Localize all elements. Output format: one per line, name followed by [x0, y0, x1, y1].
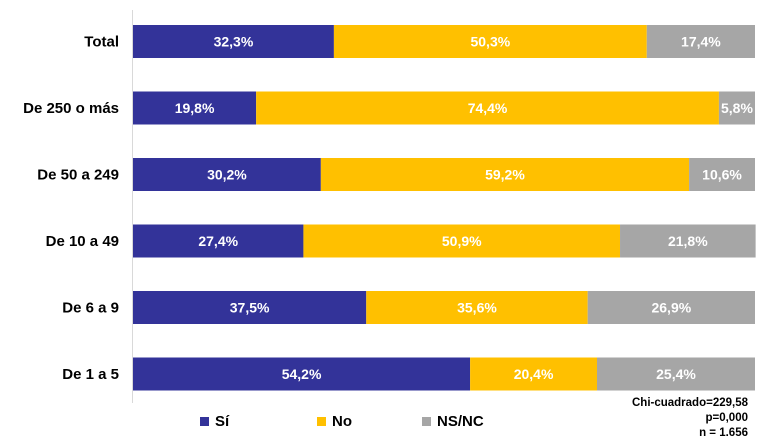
legend-label-si: Sí	[215, 413, 230, 430]
legend-swatch-no	[317, 417, 326, 426]
bar-de-10-a-49-s	[133, 224, 304, 258]
legend-label-nsnc: NS/NC	[437, 413, 484, 430]
data-label-de-10-a-49-nsnc: 21,8%	[668, 233, 708, 249]
data-label-de-50-a-249-s: 30,2%	[207, 167, 247, 183]
legend-swatch-si	[200, 417, 209, 426]
statistics-note: Chi-cuadrado=229,58 p=0,000 n = 1.656	[632, 396, 748, 441]
category-label-de-50-a-249: De 50 a 249	[37, 167, 119, 184]
bar-de-6-a-9-no	[366, 291, 588, 324]
data-label-de-50-a-249-no: 59,2%	[485, 167, 525, 183]
data-label-de-50-a-249-nsnc: 10,6%	[702, 167, 742, 183]
bar-de-50-a-249-nsnc	[689, 158, 755, 191]
data-label-de-6-a-9-no: 35,6%	[457, 300, 497, 316]
bar-de-1-a-5-nsnc	[597, 357, 755, 391]
data-label-de-1-a-5-no: 20,4%	[514, 366, 554, 382]
legend-swatch-nsnc	[422, 417, 431, 426]
data-label-de-10-a-49-no: 50,9%	[442, 233, 482, 249]
bar-de-10-a-49-nsnc	[620, 224, 756, 258]
bar-total-no	[333, 25, 647, 58]
data-label-total-nsnc: 17,4%	[681, 34, 721, 50]
legend: Sí No NS/NC	[200, 413, 484, 430]
bar-de-10-a-49-no	[303, 224, 621, 258]
bar-de-1-a-5-s	[133, 357, 471, 391]
data-label-de-10-a-49-s: 27,4%	[198, 233, 238, 249]
bar-de-250-o-m-s-nsnc	[718, 91, 755, 125]
category-label-de-10-a-49: De 10 a 49	[46, 233, 119, 250]
legend-label-no: No	[332, 413, 352, 430]
data-label-de-1-a-5-s: 54,2%	[282, 366, 322, 382]
legend-item-si: Sí	[200, 413, 317, 430]
data-label-de-6-a-9-nsnc: 26,9%	[651, 300, 691, 316]
data-label-total-no: 50,3%	[470, 34, 510, 50]
legend-item-no: No	[317, 413, 422, 430]
bar-total-s	[133, 25, 334, 58]
data-label-de-250-o-m-s-no: 74,4%	[468, 100, 508, 116]
bar-de-50-a-249-s	[133, 158, 321, 191]
sample-size-text: n = 1.656	[699, 427, 748, 439]
bar-de-50-a-249-no	[320, 158, 690, 191]
bar-de-6-a-9-s	[133, 291, 367, 324]
legend-item-nsnc: NS/NC	[422, 413, 484, 430]
data-label-de-250-o-m-s-nsnc: 5,8%	[721, 100, 753, 116]
bar-de-250-o-m-s-s	[133, 91, 257, 125]
category-label-total: Total	[84, 34, 119, 51]
category-label-de-1-a-5: De 1 a 5	[62, 366, 119, 383]
data-label-total-s: 32,3%	[214, 34, 254, 50]
data-label-de-6-a-9-s: 37,5%	[230, 300, 270, 316]
bar-de-250-o-m-s-no	[256, 91, 719, 125]
category-label-de-6-a-9: De 6 a 9	[62, 300, 119, 317]
category-label-de-250-o-m-s: De 250 o más	[23, 100, 119, 117]
bar-de-1-a-5-no	[470, 357, 598, 391]
bar-de-6-a-9-nsnc	[587, 291, 755, 324]
bar-total-nsnc	[646, 25, 755, 58]
data-label-de-250-o-m-s-s: 19,8%	[175, 100, 215, 116]
p-value-text: p=0,000	[705, 412, 748, 424]
data-label-de-1-a-5-nsnc: 25,4%	[656, 366, 696, 382]
chi-square-text: Chi-cuadrado=229,58	[631, 397, 748, 409]
